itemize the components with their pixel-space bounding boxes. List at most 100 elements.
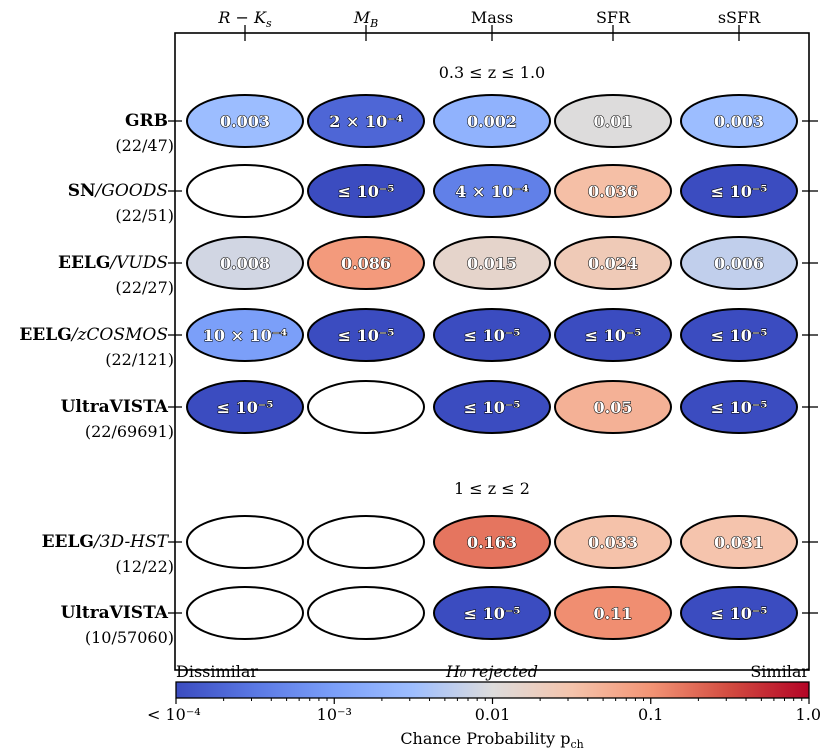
cell-value-1-0-4: 0.031	[714, 533, 764, 552]
cell-1-1-1	[307, 586, 425, 640]
column-label-1: MB	[353, 8, 378, 30]
cell-0-2-2	[433, 236, 551, 290]
heatmap-cells: 0.003 2 × 10⁻⁴ 0.002 0.01 0.003 ≤ 10⁻⁵ 4 × 10⁻…	[186, 94, 798, 640]
cell-0-2-3	[554, 236, 672, 290]
column-labels: R − Ks MB Mass SFR sSFR	[217, 8, 761, 30]
row-count-0-3: (22/121)	[105, 350, 174, 369]
colorbar-left-text: Dissimilar	[176, 662, 258, 681]
section-title-low-z: 0.3 ≤ z ≤ 1.0	[439, 63, 545, 82]
cell-0-2-1	[307, 236, 425, 290]
cell-1-1-4	[680, 586, 798, 640]
cell-value-0-1-2: 4 × 10⁻⁴	[455, 182, 528, 201]
cell-0-1-4	[680, 164, 798, 218]
column-label-4: sSFR	[718, 8, 761, 27]
colorbar-tick-2: 0.01	[475, 705, 511, 724]
colorbar-tick-4: 1.0	[796, 705, 821, 724]
cell-0-1-1	[307, 164, 425, 218]
cell-0-0-3	[554, 94, 672, 148]
cell-0-1-2	[433, 164, 551, 218]
cell-0-0-2	[433, 94, 551, 148]
cell-value-0-0-3: 0.01	[594, 112, 633, 131]
row-label-0-0: GRB	[125, 111, 168, 131]
cell-0-2-4	[680, 236, 798, 290]
cell-value-0-2-0: 0.008	[220, 254, 270, 273]
cell-value-0-3-4: ≤ 10⁻⁵	[711, 326, 768, 345]
row-count-1-1: (10/57060)	[85, 628, 174, 647]
cell-0-4-4	[680, 380, 798, 434]
cell-0-4-1	[307, 380, 425, 434]
cell-value-1-0-2: 0.163	[467, 533, 517, 552]
cell-0-4-0	[186, 380, 304, 434]
cell-1-0-1	[307, 515, 425, 569]
cell-1-1-2	[433, 586, 551, 640]
colorbar-title: Chance Probability pch	[400, 729, 583, 751]
cell-0-3-2	[433, 308, 551, 362]
cell-value-0-0-2: 0.002	[467, 112, 517, 131]
cell-0-4-3	[554, 380, 672, 434]
cell-value-0-3-0: 10 × 10⁻⁴	[203, 326, 288, 345]
cell-1-1-0	[186, 586, 304, 640]
colorbar	[175, 681, 810, 699]
section-title-high-z: 1 ≤ z ≤ 2	[454, 479, 530, 498]
cell-value-0-1-1: ≤ 10⁻⁵	[338, 182, 395, 201]
cell-value-0-0-0: 0.003	[220, 112, 270, 131]
cell-value-0-2-3: 0.024	[588, 254, 638, 273]
cell-value-0-0-1: 2 × 10⁻⁴	[329, 112, 402, 131]
colorbar-tick-1: 10⁻³	[317, 705, 352, 724]
cell-1-0-0	[186, 515, 304, 569]
cell-0-2-0	[186, 236, 304, 290]
cell-value-0-4-0: ≤ 10⁻⁵	[217, 398, 274, 417]
cell-value-0-4-3: 0.05	[594, 398, 633, 417]
cell-value-0-4-2: ≤ 10⁻⁵	[464, 398, 521, 417]
row-label-0-4: UltraVISTA	[61, 397, 169, 417]
cell-value-0-3-2: ≤ 10⁻⁵	[464, 326, 521, 345]
row-label-1-0: EELG/3D-HST	[42, 532, 170, 552]
cell-0-1-3	[554, 164, 672, 218]
colorbar-center-text: H₀ rejected	[445, 662, 538, 681]
cell-0-3-0	[186, 308, 304, 362]
cell-1-0-4	[680, 515, 798, 569]
row-label-0-3: EELG/zCOSMOS	[19, 325, 168, 345]
cell-value-0-0-4: 0.003	[714, 112, 764, 131]
row-count-1-0: (12/22)	[115, 557, 174, 576]
row-count-0-1: (22/51)	[115, 206, 174, 225]
axis-ticks	[168, 25, 818, 614]
cell-value-1-1-4: ≤ 10⁻⁵	[711, 604, 768, 623]
cell-value-1-0-3: 0.033	[588, 533, 638, 552]
cell-value-0-3-3: ≤ 10⁻⁵	[585, 326, 642, 345]
cell-value-1-1-3: 0.11	[594, 604, 633, 623]
cell-0-3-3	[554, 308, 672, 362]
colorbar-tick-0: < 10⁻⁴	[147, 705, 201, 724]
column-label-0: R − Ks	[217, 8, 272, 30]
colorbar-right-text: Similar	[750, 662, 809, 681]
column-label-2: Mass	[471, 8, 513, 27]
cell-0-1-0	[186, 164, 304, 218]
cell-0-0-0	[186, 94, 304, 148]
row-label-0-1: SN/GOODS	[68, 181, 168, 201]
row-label-0-2: EELG/VUDS	[58, 253, 168, 273]
cell-value-0-3-1: ≤ 10⁻⁵	[338, 326, 395, 345]
cell-value-1-1-2: ≤ 10⁻⁵	[464, 604, 521, 623]
cell-1-0-3	[554, 515, 672, 569]
cell-1-1-3	[554, 586, 672, 640]
row-labels: GRB (22/47) SN/GOODS (22/51) EELG/VUDS (22/27…	[19, 111, 174, 647]
cell-0-3-1	[307, 308, 425, 362]
cell-0-0-4	[680, 94, 798, 148]
cell-value-0-4-4: ≤ 10⁻⁵	[711, 398, 768, 417]
cell-0-0-1	[307, 94, 425, 148]
cell-1-0-2	[433, 515, 551, 569]
cell-value-0-2-1: 0.086	[341, 254, 391, 273]
row-label-1-1: UltraVISTA	[61, 603, 169, 623]
cell-0-4-2	[433, 380, 551, 434]
row-count-0-4: (22/69691)	[85, 422, 174, 441]
row-count-0-2: (22/27)	[115, 278, 174, 297]
cell-value-0-2-4: 0.006	[714, 254, 764, 273]
cell-value-0-1-4: ≤ 10⁻⁵	[711, 182, 768, 201]
column-label-3: SFR	[596, 8, 631, 27]
colorbar-tick-3: 0.1	[638, 705, 663, 724]
colorbar-ticks: < 10⁻⁴ 10⁻³ 0.01 0.1 1.0	[147, 698, 821, 724]
row-count-0-0: (22/47)	[115, 136, 174, 155]
cell-value-0-1-3: 0.036	[588, 182, 638, 201]
cell-0-3-4	[680, 308, 798, 362]
